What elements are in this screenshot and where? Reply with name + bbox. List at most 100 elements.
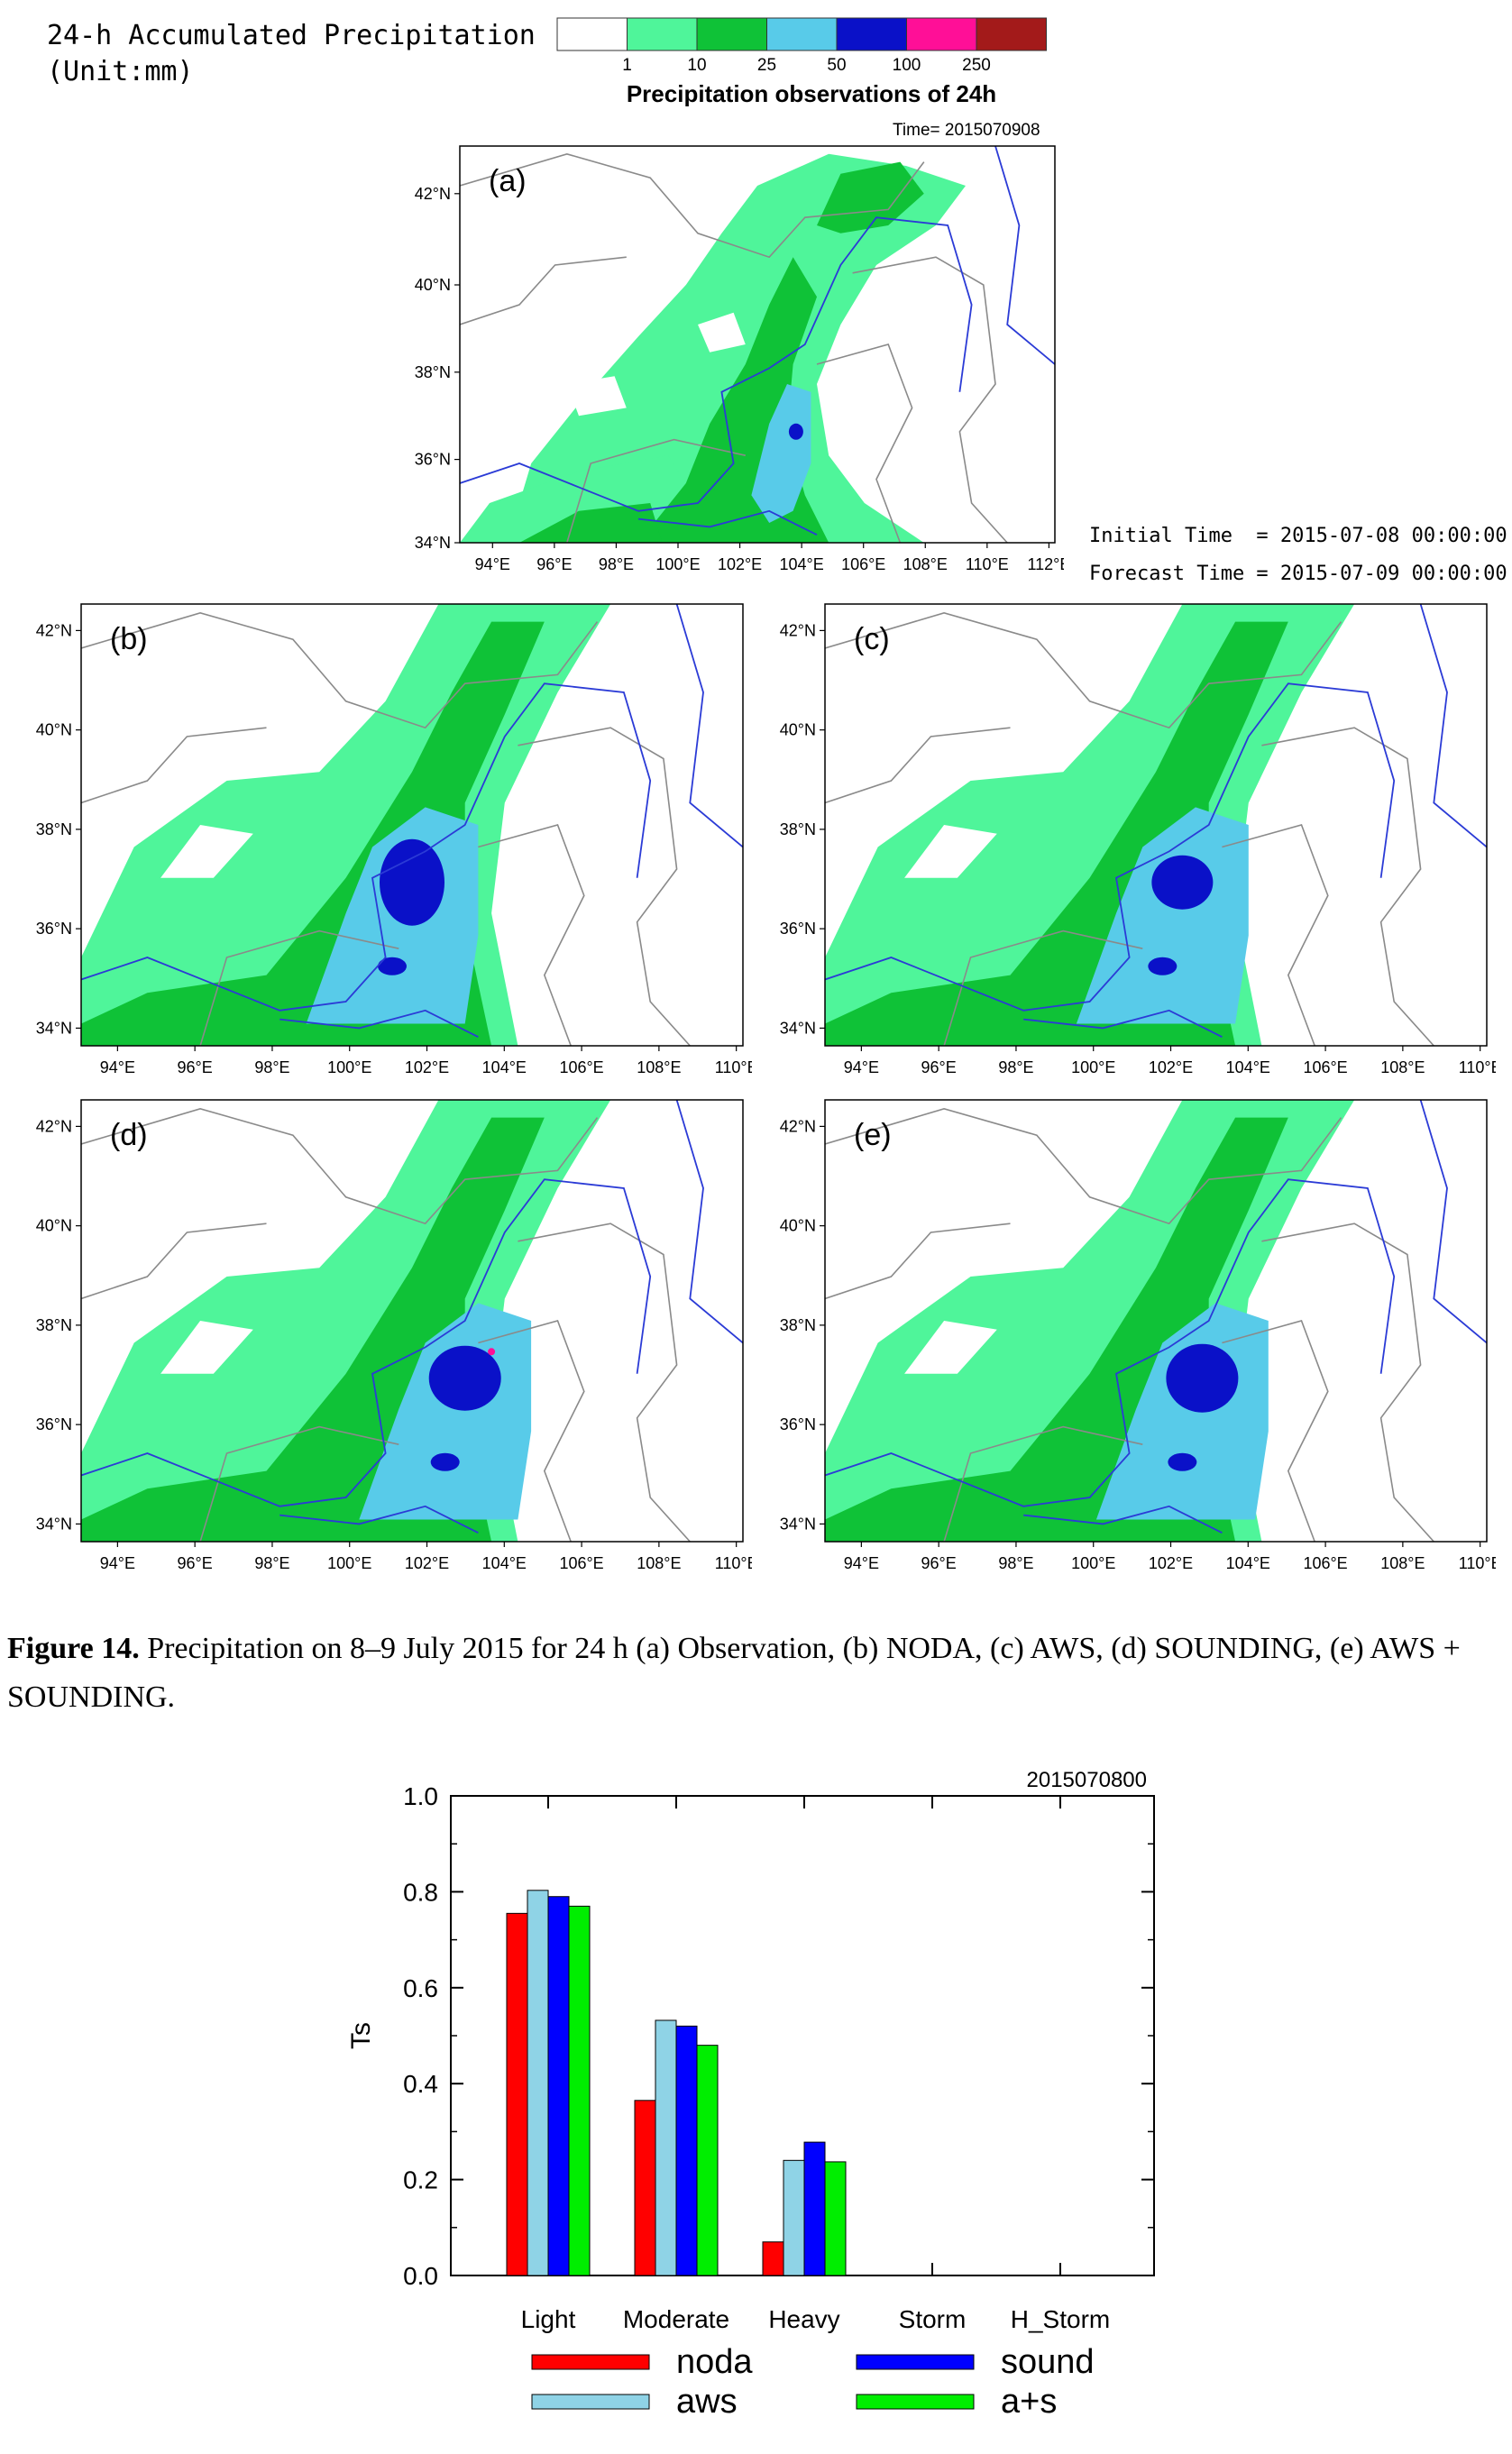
y-tick-label: 0.4 — [403, 2070, 438, 2098]
precip-storm — [428, 1345, 501, 1411]
lon-label: 100°E — [655, 555, 700, 573]
lon-label: 102°E — [1149, 1554, 1193, 1572]
lat-label: 42°N — [36, 621, 72, 639]
legend-swatch-a+s — [856, 2394, 975, 2410]
lon-label: 98°E — [599, 555, 634, 573]
lon-label: 112°E — [1027, 555, 1064, 573]
lon-label: 104°E — [1226, 1554, 1270, 1572]
province-boundary — [943, 929, 1143, 1046]
lat-label: 42°N — [780, 1117, 816, 1135]
dry-patch — [904, 1321, 997, 1374]
province-boundary — [825, 1222, 1011, 1300]
river — [1023, 1505, 1223, 1534]
river — [279, 1009, 479, 1039]
lon-label: 108°E — [903, 555, 948, 573]
province-boundary — [478, 1320, 585, 1542]
lon-label: 108°E — [1380, 1554, 1425, 1572]
lon-label: 102°E — [405, 1554, 449, 1572]
panel-letter: (b) — [110, 622, 148, 656]
lat-label: 34°N — [36, 1019, 72, 1037]
colorbar-box — [906, 17, 977, 51]
province-boundary — [1261, 727, 1434, 1046]
y-axis-label: Ts — [346, 2022, 376, 2049]
legend-label-a+s: a+s — [1001, 2383, 1057, 2421]
province-boundary — [460, 256, 627, 325]
lat-label: 40°N — [36, 1217, 72, 1235]
colorbar-title: Precipitation observations of 24h — [627, 80, 996, 106]
lat-label: 34°N — [780, 1019, 816, 1037]
bar-sound — [803, 2141, 826, 2276]
bar-aws — [783, 2159, 805, 2276]
lat-label: 36°N — [36, 1415, 72, 1433]
lat-label: 40°N — [415, 276, 451, 294]
province-boundary — [852, 256, 1008, 543]
precip-moderate — [519, 503, 663, 543]
map-frame — [824, 603, 1488, 1047]
lon-label: 104°E — [1226, 1058, 1270, 1076]
lon-label: 96°E — [921, 1058, 957, 1076]
lat-label: 40°N — [36, 721, 72, 739]
precip-storm — [430, 1452, 460, 1471]
province-boundary — [1222, 824, 1329, 1046]
legend-label-noda: noda — [676, 2343, 753, 2381]
lat-label: 40°N — [780, 721, 816, 739]
bar-a+s — [824, 2161, 847, 2276]
river — [1023, 1009, 1223, 1039]
precip-storm — [788, 423, 803, 440]
lat-label: 34°N — [36, 1515, 72, 1533]
lon-label: 102°E — [405, 1058, 449, 1076]
river — [675, 604, 743, 848]
colorbar-label: 1 — [622, 56, 632, 75]
legend-swatch-noda — [531, 2354, 650, 2370]
x-tick-label: Storm — [899, 2305, 967, 2333]
legend-label-aws: aws — [676, 2383, 738, 2421]
panel-letter: (d) — [110, 1118, 148, 1152]
map-panel: (e) 42°N 40°N 38°N 36°N 34°N 94°E 96°E 98°E 100°E… — [780, 1099, 1496, 1572]
river — [1419, 604, 1487, 848]
province-boundary — [199, 929, 399, 1046]
lon-label: 96°E — [178, 1058, 213, 1076]
lat-label: 36°N — [36, 920, 72, 938]
river — [994, 146, 1055, 365]
map-frame — [824, 1099, 1488, 1543]
lon-label: 94°E — [475, 555, 510, 573]
time-label: Time= 2015070908 — [893, 121, 1040, 140]
precip-moderate — [817, 161, 924, 233]
y-tick-label: 1.0 — [403, 1782, 438, 1810]
province-boundary — [1261, 1222, 1434, 1542]
lon-label: 98°E — [998, 1554, 1033, 1572]
panel-letter: (a) — [489, 164, 527, 198]
bar-sound — [547, 1896, 570, 2276]
lat-label: 36°N — [780, 1415, 816, 1433]
lon-label: 110°E — [715, 1554, 752, 1572]
dry-patch — [160, 1321, 253, 1374]
map-frame — [459, 145, 1056, 544]
legend-swatch-aws — [531, 2394, 650, 2410]
x-tick-label: Light — [521, 2305, 576, 2333]
colorbar-box — [766, 17, 838, 51]
lon-label: 110°E — [1459, 1058, 1496, 1076]
river — [81, 682, 652, 1012]
lon-label: 100°E — [1071, 1058, 1115, 1076]
river — [1419, 1100, 1487, 1344]
province-boundary — [816, 343, 913, 543]
legend-swatch-sound — [856, 2354, 975, 2370]
colorbar-label: 100 — [893, 56, 921, 75]
lon-label: 108°E — [1380, 1058, 1425, 1076]
province-boundary — [81, 727, 267, 804]
lon-label: 102°E — [718, 555, 762, 573]
map-frame — [80, 1099, 744, 1543]
y-tick-label: 0.6 — [403, 1974, 438, 2002]
river — [825, 682, 1396, 1012]
province-boundary — [81, 1222, 267, 1300]
panel-letter: (e) — [854, 1118, 892, 1152]
title-line-1: 24-h Accumulated Precipitation — [47, 20, 536, 51]
river — [460, 216, 973, 512]
map-frame — [80, 603, 744, 1047]
lon-label: 110°E — [966, 555, 1009, 573]
lon-label: 94°E — [100, 1554, 135, 1572]
colorbar-box — [696, 17, 767, 51]
dry-patch — [698, 312, 746, 353]
province-boundary — [825, 727, 1011, 804]
river — [637, 509, 818, 536]
